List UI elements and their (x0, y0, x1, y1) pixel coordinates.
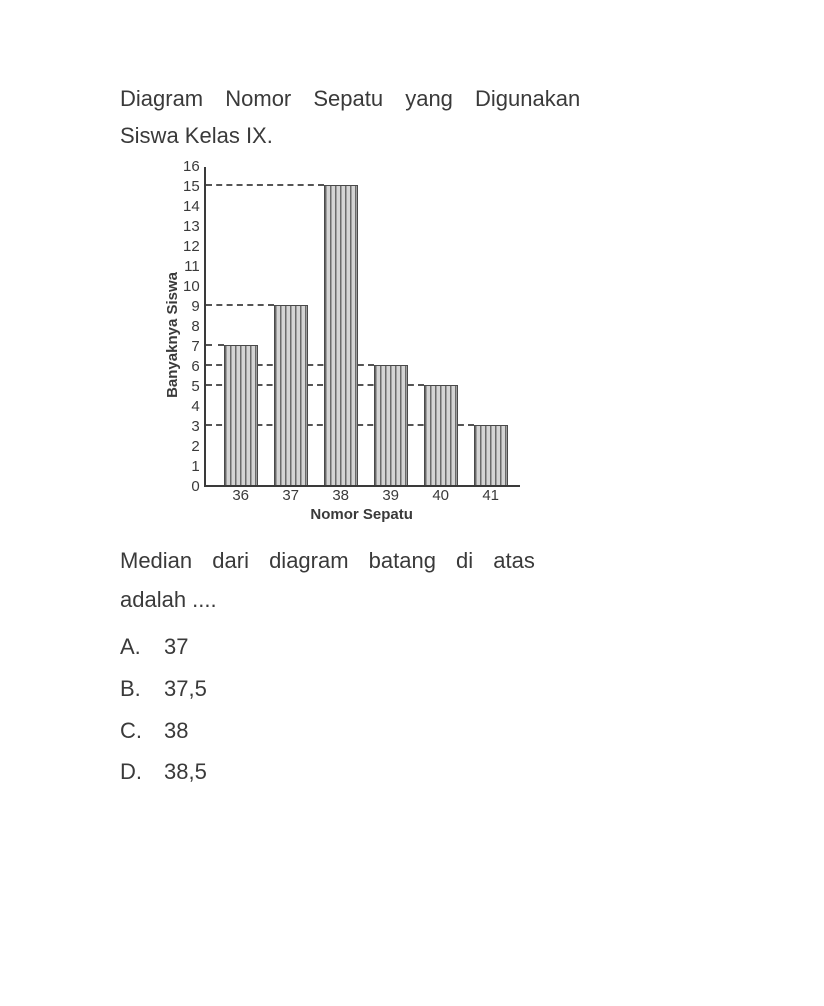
bar-slot (216, 345, 266, 485)
y-tick: 10 (183, 277, 200, 297)
option-letter: C. (120, 710, 164, 752)
answer-option: B.37,5 (120, 668, 764, 710)
bar (274, 305, 308, 485)
guideline (206, 344, 224, 346)
question-line-1: Median dari diagram batang di atas (120, 541, 764, 581)
x-tick: 40 (416, 487, 466, 504)
x-axis-label: Nomor Sepatu (204, 506, 520, 523)
question-text: Median dari diagram batang di atas adala… (120, 541, 764, 620)
y-tick: 7 (191, 337, 199, 357)
guideline (206, 184, 324, 186)
y-tick: 8 (191, 317, 199, 337)
title-line-2: Siswa Kelas IX. (120, 117, 764, 154)
y-tick: 5 (191, 377, 199, 397)
bar (374, 365, 408, 485)
y-tick: 4 (191, 397, 199, 417)
y-tick: 14 (183, 197, 200, 217)
x-tick: 41 (466, 487, 516, 504)
bar-slot (266, 305, 316, 485)
bar (424, 385, 458, 485)
bar-chart: Banyaknya Siswa 161514131211109876543210… (164, 167, 764, 523)
option-letter: B. (120, 668, 164, 710)
bar-slot (416, 385, 466, 485)
y-axis-label: Banyaknya Siswa (164, 272, 181, 418)
option-letter: D. (120, 751, 164, 793)
y-tick: 1 (191, 457, 199, 477)
option-text: 38 (164, 710, 188, 752)
x-tick: 37 (266, 487, 316, 504)
y-tick: 11 (184, 257, 200, 277)
y-tick: 12 (183, 237, 200, 257)
x-tick: 36 (216, 487, 266, 504)
y-tick: 16 (183, 157, 200, 177)
guideline (206, 304, 274, 306)
x-tick: 38 (316, 487, 366, 504)
option-text: 38,5 (164, 751, 207, 793)
y-tick: 13 (183, 217, 200, 237)
answer-option: A.37 (120, 626, 764, 668)
y-tick: 6 (191, 357, 199, 377)
x-axis-ticks: 363738394041 (206, 487, 520, 504)
x-tick: 39 (366, 487, 416, 504)
y-tick: 0 (191, 477, 199, 497)
bar (324, 185, 358, 485)
bar (474, 425, 508, 485)
answer-options: A.37B.37,5C.38D.38,5 (120, 626, 764, 793)
y-tick: 9 (191, 297, 199, 317)
bar-slot (466, 425, 516, 485)
y-tick: 15 (183, 177, 200, 197)
question-line-2: adalah .... (120, 580, 764, 620)
option-letter: A. (120, 626, 164, 668)
y-axis-ticks: 161514131211109876543210 (183, 157, 204, 497)
title-line-1: Diagram Nomor Sepatu yang Digunakan (120, 80, 764, 117)
bar (224, 345, 258, 485)
option-text: 37,5 (164, 668, 207, 710)
y-tick: 3 (191, 417, 199, 437)
answer-option: C.38 (120, 710, 764, 752)
plot-outer: 363738394041 Nomor Sepatu (204, 167, 520, 523)
chart-area: Banyaknya Siswa 161514131211109876543210… (164, 167, 764, 523)
plot-area (204, 167, 520, 487)
y-tick: 2 (191, 437, 199, 457)
option-text: 37 (164, 626, 188, 668)
title-block: Diagram Nomor Sepatu yang Digunakan Sisw… (120, 80, 764, 155)
bar-slot (316, 185, 366, 485)
answer-option: D.38,5 (120, 751, 764, 793)
